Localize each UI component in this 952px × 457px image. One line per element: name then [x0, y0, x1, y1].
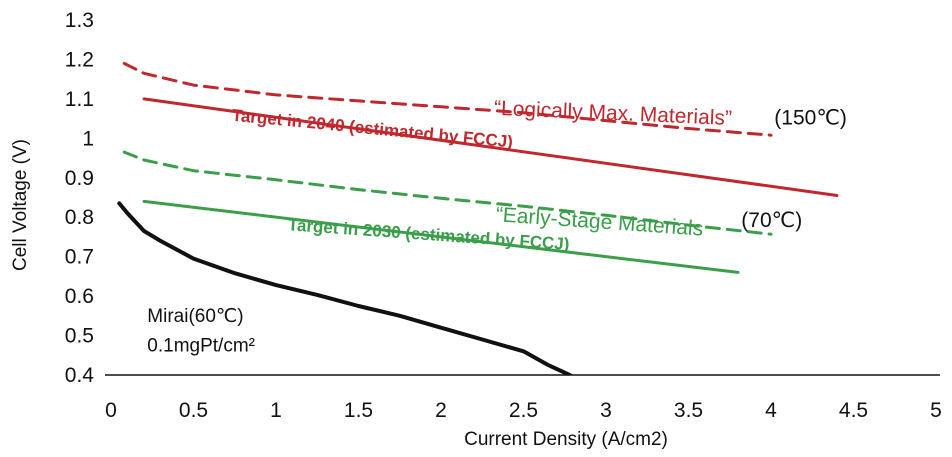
- x-tick-label: 4: [765, 399, 777, 422]
- annotation-layer: “Logically Max. Materials” (150℃) Target i…: [147, 97, 847, 357]
- series-line-2: [142, 97, 839, 197]
- annotation-label-7: Mirai(60℃): [147, 306, 243, 327]
- x-axis-title: Current Density (A/cm2): [464, 429, 668, 450]
- series-line-1: [122, 61, 773, 137]
- x-tick-label: 3: [600, 399, 612, 422]
- x-tick-label: 0.5: [179, 399, 208, 422]
- x-tick-label: 3.5: [674, 399, 703, 422]
- x-tick-label: 1.5: [344, 399, 373, 422]
- y-tick-labels: 0.4 0.5 0.6 0.7 0.8 0.9 1 1.1 1.2 1.3: [65, 9, 95, 387]
- x-tick-labels: 0 0.5 1 1.5 2 2.5 3 3.5 4 4.5 5: [105, 399, 942, 422]
- y-tick-label: 0.7: [65, 246, 94, 269]
- annotation-label-5: (70℃): [741, 209, 802, 232]
- x-tick-label: 0: [105, 399, 117, 422]
- x-tick-label: 2.5: [509, 399, 538, 422]
- y-tick-label: 0.6: [65, 285, 94, 308]
- x-tick-label: 2: [435, 399, 447, 422]
- annotation-label-8: 0.1mgPt/cm²: [147, 335, 255, 356]
- series-line-5: [117, 201, 572, 375]
- annotation-label-3: Target in 2040 (estimated by FCCJ): [231, 106, 514, 152]
- y-tick-label: 0.5: [65, 325, 94, 348]
- x-tick-label: 5: [930, 399, 942, 422]
- x-tick-label: 4.5: [839, 399, 868, 422]
- annotation-label-2: (150℃): [774, 107, 847, 130]
- series-line-4: [142, 199, 740, 274]
- y-tick-label: 0.9: [65, 167, 94, 190]
- y-tick-label: 0.4: [65, 364, 95, 387]
- y-tick-label: 1.3: [65, 9, 94, 32]
- y-tick-label: 1.1: [65, 88, 94, 111]
- y-tick-label: 1: [82, 127, 94, 150]
- y-axis-title: Cell Voltage (V): [10, 139, 31, 271]
- annotation-label-1: “Logically Max. Materials”: [494, 97, 733, 130]
- y-tick-label: 0.8: [65, 206, 94, 229]
- series-line-3: [122, 150, 773, 236]
- y-tick-label: 1.2: [65, 48, 94, 71]
- series-layer: [117, 61, 839, 375]
- x-tick-label: 1: [270, 399, 282, 422]
